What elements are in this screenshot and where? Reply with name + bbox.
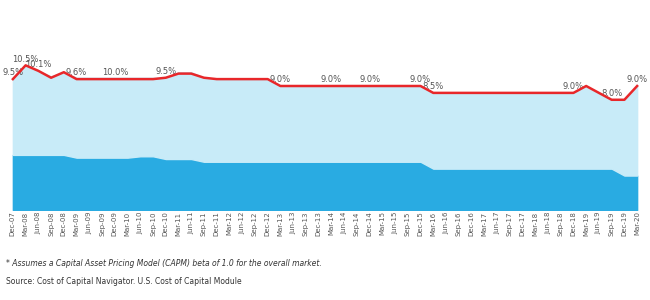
Text: 9.0%: 9.0% (627, 75, 647, 84)
Text: 9.0%: 9.0% (359, 75, 380, 84)
Text: 9.5%: 9.5% (3, 68, 23, 77)
Text: 9.0%: 9.0% (563, 82, 584, 91)
Text: Source: Cost of Capital Navigator. U.S. Cost of Capital Module: Source: Cost of Capital Navigator. U.S. … (6, 277, 242, 286)
Text: 8.0%: 8.0% (601, 89, 622, 98)
Text: 10.5%: 10.5% (12, 55, 39, 64)
Text: 9.0%: 9.0% (321, 75, 342, 84)
Text: * Assumes a Capital Asset Pricing Model (CAPM) beta of 1.0 for the overall marke: * Assumes a Capital Asset Pricing Model … (6, 259, 322, 268)
Text: 8.5%: 8.5% (422, 82, 444, 91)
Text: 9.0%: 9.0% (270, 75, 291, 84)
Text: 10.0%: 10.0% (101, 68, 128, 77)
Text: 9.5%: 9.5% (155, 67, 176, 76)
Text: 10.1%: 10.1% (25, 60, 51, 69)
Text: 9.0%: 9.0% (410, 75, 431, 84)
Text: 9.6%: 9.6% (66, 68, 87, 77)
